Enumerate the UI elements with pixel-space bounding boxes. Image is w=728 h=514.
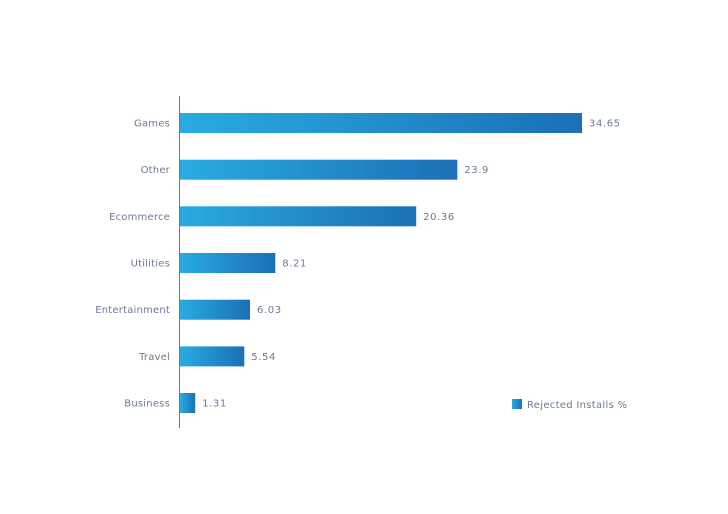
value-label-games: 34.65 bbox=[589, 119, 621, 130]
bar-other bbox=[180, 159, 458, 180]
category-label-games: Games bbox=[134, 119, 170, 130]
legend: Rejected Installs % bbox=[512, 399, 627, 411]
category-label-entertainment: Entertainment bbox=[95, 305, 170, 316]
category-label-ecommerce: Ecommerce bbox=[109, 212, 170, 223]
value-label-travel: 5.54 bbox=[251, 352, 276, 363]
bar-utilities bbox=[180, 253, 276, 273]
bar-ecommerce bbox=[180, 206, 417, 227]
legend-swatch bbox=[512, 399, 522, 409]
labels-layer: Games 34.65 Other 23.9 Ecommerce 20.36 Utiliti… bbox=[95, 119, 620, 410]
bar-entertainment bbox=[180, 299, 250, 320]
bar-games bbox=[180, 113, 582, 133]
bars-layer bbox=[180, 113, 582, 413]
legend-label: Rejected Installs % bbox=[527, 400, 627, 411]
category-label-travel: Travel bbox=[138, 352, 170, 363]
category-label-other: Other bbox=[141, 165, 171, 176]
value-label-entertainment: 6.03 bbox=[257, 305, 282, 316]
value-label-business: 1.31 bbox=[202, 399, 227, 410]
bar-travel bbox=[180, 346, 245, 367]
category-label-business: Business bbox=[124, 399, 170, 410]
value-label-utilities: 8.21 bbox=[282, 259, 307, 270]
category-label-utilities: Utilities bbox=[131, 259, 170, 270]
value-label-ecommerce: 20.36 bbox=[423, 212, 455, 223]
value-label-other: 23.9 bbox=[464, 165, 489, 176]
bar-business bbox=[180, 393, 196, 413]
